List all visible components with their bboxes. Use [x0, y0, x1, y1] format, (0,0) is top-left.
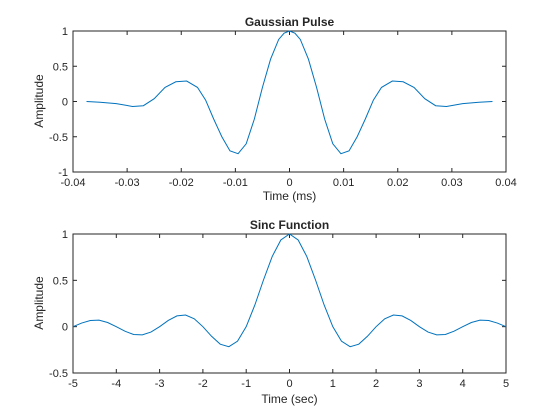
- x-tick-label: 0.03: [441, 177, 462, 189]
- y-tick-label: 0.5: [53, 61, 68, 73]
- gaussian-title: Gaussian Pulse: [245, 15, 335, 29]
- gaussian-x-ticks: -0.04 -0.03 -0.02 -0.01 0 0.01 0.02 0.03 0.04: [60, 31, 517, 189]
- x-tick-label: 0: [286, 378, 292, 390]
- x-tick-label: -5: [68, 378, 78, 390]
- x-tick-label: -0.02: [169, 177, 194, 189]
- x-tick-label: -4: [111, 378, 121, 390]
- y-tick-label: 1: [62, 26, 68, 38]
- gaussian-y-label: Amplitude: [32, 74, 46, 128]
- sinc-y-label: Amplitude: [32, 276, 46, 330]
- x-tick-label: 0.04: [495, 177, 516, 189]
- x-tick-label: -1: [241, 378, 251, 390]
- x-tick-label: -0.03: [115, 177, 140, 189]
- sinc-title: Sinc Function: [250, 218, 329, 232]
- sinc-function-line: [72, 233, 507, 348]
- x-tick-label: 1: [330, 378, 336, 390]
- subplot-sinc-function: Sinc Function -5 -4 -3 -2 -1 0 1 2 3 4 5 -0.5 0 0.5 1…: [32, 218, 509, 406]
- y-tick-label: 1: [62, 229, 68, 241]
- gaussian-y-ticks: -1 -0.5 0 0.5 1: [49, 26, 506, 179]
- y-tick-label: 0: [62, 97, 68, 109]
- y-tick-label: -1: [58, 167, 68, 179]
- x-tick-label: 5: [503, 378, 509, 390]
- subplot-gaussian-pulse: Gaussian Pulse -0.04 -0.03 -0.02 -0.01 0 0.01…: [32, 15, 517, 203]
- y-tick-label: -0.5: [49, 132, 68, 144]
- sinc-x-label: Time (sec): [261, 392, 317, 406]
- y-tick-label: 0: [62, 322, 68, 334]
- gaussian-axes: [72, 30, 507, 173]
- x-tick-label: 0.01: [333, 177, 354, 189]
- x-tick-label: -3: [155, 378, 165, 390]
- sinc-y-ticks: -0.5 0 0.5 1: [49, 229, 506, 380]
- x-tick-label: -0.04: [60, 177, 85, 189]
- x-tick-label: 3: [416, 378, 422, 390]
- y-tick-label: -0.5: [49, 368, 68, 380]
- x-tick-label: -0.01: [223, 177, 248, 189]
- gaussian-x-label: Time (ms): [263, 189, 317, 203]
- x-tick-label: -2: [198, 378, 208, 390]
- x-tick-label: 0.02: [387, 177, 408, 189]
- gaussian-pulse-line: [86, 30, 493, 155]
- x-tick-label: 0: [286, 177, 292, 189]
- sinc-axes: [72, 233, 507, 374]
- y-tick-label: 0.5: [53, 275, 68, 287]
- x-tick-label: 2: [373, 378, 379, 390]
- sinc-x-ticks: -5 -4 -3 -2 -1 0 1 2 3 4 5: [68, 234, 509, 390]
- x-tick-label: 4: [460, 378, 466, 390]
